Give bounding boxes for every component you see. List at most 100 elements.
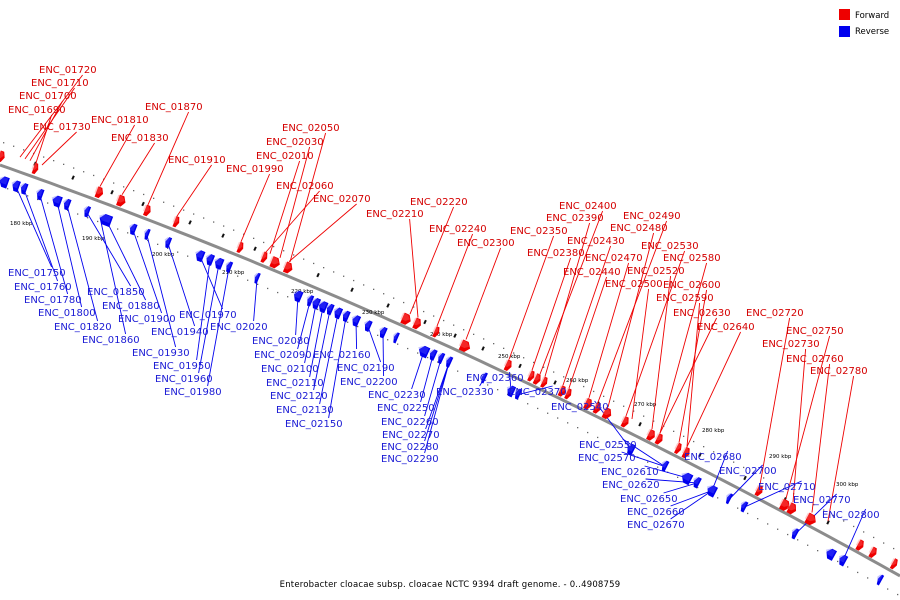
genome-backbone bbox=[0, 163, 900, 578]
forward-strand-dot bbox=[423, 310, 425, 313]
leader-line bbox=[562, 245, 612, 386]
feature-mark bbox=[481, 346, 485, 351]
forward-gene-label: ENC_02430 bbox=[567, 236, 625, 247]
reverse-strand-dot bbox=[237, 275, 239, 277]
forward-gene bbox=[778, 498, 790, 511]
map-caption: Enterobacter cloacae subsp. cloacae NCTC… bbox=[280, 580, 621, 590]
forward-strand-dot bbox=[553, 371, 555, 373]
reverse-strand-dot bbox=[387, 339, 389, 341]
reverse-gene bbox=[225, 261, 234, 273]
forward-strand-dot bbox=[203, 217, 205, 219]
forward-strand-dot bbox=[93, 174, 95, 177]
scale-tick-label: 220 kbp bbox=[291, 289, 314, 295]
reverse-gene-label: ENC_01800 bbox=[38, 308, 96, 319]
reverse-strand-dot bbox=[117, 228, 119, 230]
forward-gene-label: ENC_02630 bbox=[673, 308, 731, 319]
reverse-strand-dot bbox=[887, 588, 889, 590]
reverse-gene bbox=[318, 301, 329, 314]
forward-strand-dot bbox=[513, 352, 515, 354]
reverse-strand-dot bbox=[867, 577, 869, 579]
leader-line bbox=[411, 351, 425, 390]
leader-line bbox=[759, 317, 791, 485]
reverse-gene-label: ENC_02200 bbox=[340, 377, 398, 388]
leader-line bbox=[207, 267, 230, 387]
forward-gene-label: ENC_02600 bbox=[663, 280, 721, 291]
reverse-strand-dot bbox=[777, 528, 779, 530]
reverse-gene-label: ENC_02360 bbox=[466, 373, 524, 384]
reverse-gene bbox=[364, 320, 373, 332]
leader-line bbox=[794, 493, 837, 535]
forward-strand-dot bbox=[143, 193, 145, 196]
forward-gene bbox=[260, 251, 268, 263]
reverse-strand-dot bbox=[417, 352, 419, 354]
forward-gene bbox=[868, 546, 877, 558]
forward-gene-label: ENC_02580 bbox=[663, 253, 721, 264]
reverse-strand-dot bbox=[147, 239, 149, 242]
reverse-gene bbox=[706, 485, 719, 498]
reverse-strand-dot bbox=[127, 232, 129, 234]
reverse-gene-label: ENC_02330 bbox=[436, 387, 494, 398]
forward-gene bbox=[269, 256, 280, 269]
leader-line bbox=[420, 355, 434, 403]
forward-gene bbox=[527, 370, 535, 382]
feature-mark bbox=[638, 422, 642, 427]
reverse-gene bbox=[144, 228, 151, 240]
leader-line bbox=[304, 303, 317, 364]
leader-line bbox=[827, 375, 855, 522]
reverse-strand-dot bbox=[157, 243, 159, 245]
reverse-gene bbox=[791, 528, 800, 540]
reverse-gene bbox=[63, 198, 72, 211]
forward-gene-label: ENC_01990 bbox=[226, 164, 284, 175]
forward-gene-label: ENC_02530 bbox=[641, 241, 699, 252]
forward-strand-dot bbox=[53, 160, 55, 162]
reverse-gene bbox=[740, 501, 749, 513]
forward-gene-label: ENC_01720 bbox=[39, 65, 97, 76]
reverse-gene-label: ENC_01850 bbox=[87, 287, 145, 298]
forward-gene-label: ENC_02720 bbox=[746, 308, 804, 319]
reverse-strand-dot bbox=[647, 461, 649, 463]
reverse-strand-dot bbox=[797, 539, 799, 541]
legend-reverse-label: Reverse bbox=[855, 27, 889, 37]
forward-gene-label: ENC_02350 bbox=[510, 226, 568, 237]
feature-mark bbox=[253, 246, 257, 251]
reverse-strand-dot bbox=[427, 356, 429, 359]
forward-strand-dot bbox=[803, 498, 805, 500]
reverse-strand-dot bbox=[587, 431, 589, 434]
reverse-strand-dot bbox=[37, 198, 39, 201]
forward-gene-label: ENC_02240 bbox=[429, 224, 487, 235]
forward-strand-dot bbox=[893, 547, 895, 550]
forward-gene-label: ENC_02470 bbox=[585, 253, 643, 264]
reverse-strand-dot bbox=[817, 550, 819, 552]
reverse-gene-label: ENC_01980 bbox=[164, 387, 222, 398]
reverse-gene bbox=[379, 327, 388, 339]
forward-strand-dot bbox=[823, 509, 825, 511]
forward-gene bbox=[804, 512, 816, 526]
forward-strand-dot bbox=[573, 381, 575, 383]
leader-line bbox=[670, 490, 713, 507]
forward-gene-label: ENC_02640 bbox=[697, 322, 755, 333]
forward-gene-label: ENC_02780 bbox=[810, 366, 868, 377]
leader-line bbox=[622, 438, 666, 467]
reverse-gene-label: ENC_02540 bbox=[551, 402, 609, 413]
leader-line bbox=[24, 87, 75, 160]
forward-gene bbox=[400, 312, 411, 325]
reverse-gene bbox=[693, 477, 702, 489]
reverse-gene bbox=[342, 310, 351, 323]
forward-gene bbox=[620, 416, 629, 428]
reverse-gene-label: ENC_01750 bbox=[8, 268, 66, 279]
scale-tick-label: 240 kbp bbox=[430, 332, 453, 338]
forward-strand-dot bbox=[603, 395, 605, 397]
reverse-strand-dot bbox=[537, 407, 539, 410]
reverse-gene-label: ENC_01960 bbox=[155, 374, 213, 385]
forward-strand-dot bbox=[733, 461, 735, 463]
reverse-gene bbox=[661, 460, 670, 472]
reverse-strand-dot bbox=[407, 347, 409, 350]
reverse-gene bbox=[393, 332, 400, 344]
forward-strand-dot bbox=[873, 536, 875, 539]
reverse-gene bbox=[214, 257, 225, 270]
reverse-gene-label: ENC_01970 bbox=[179, 310, 237, 321]
forward-strand-dot bbox=[383, 293, 385, 295]
reverse-gene bbox=[351, 315, 362, 328]
reverse-strand-dot bbox=[137, 236, 139, 238]
forward-gene-label: ENC_02490 bbox=[623, 211, 681, 222]
